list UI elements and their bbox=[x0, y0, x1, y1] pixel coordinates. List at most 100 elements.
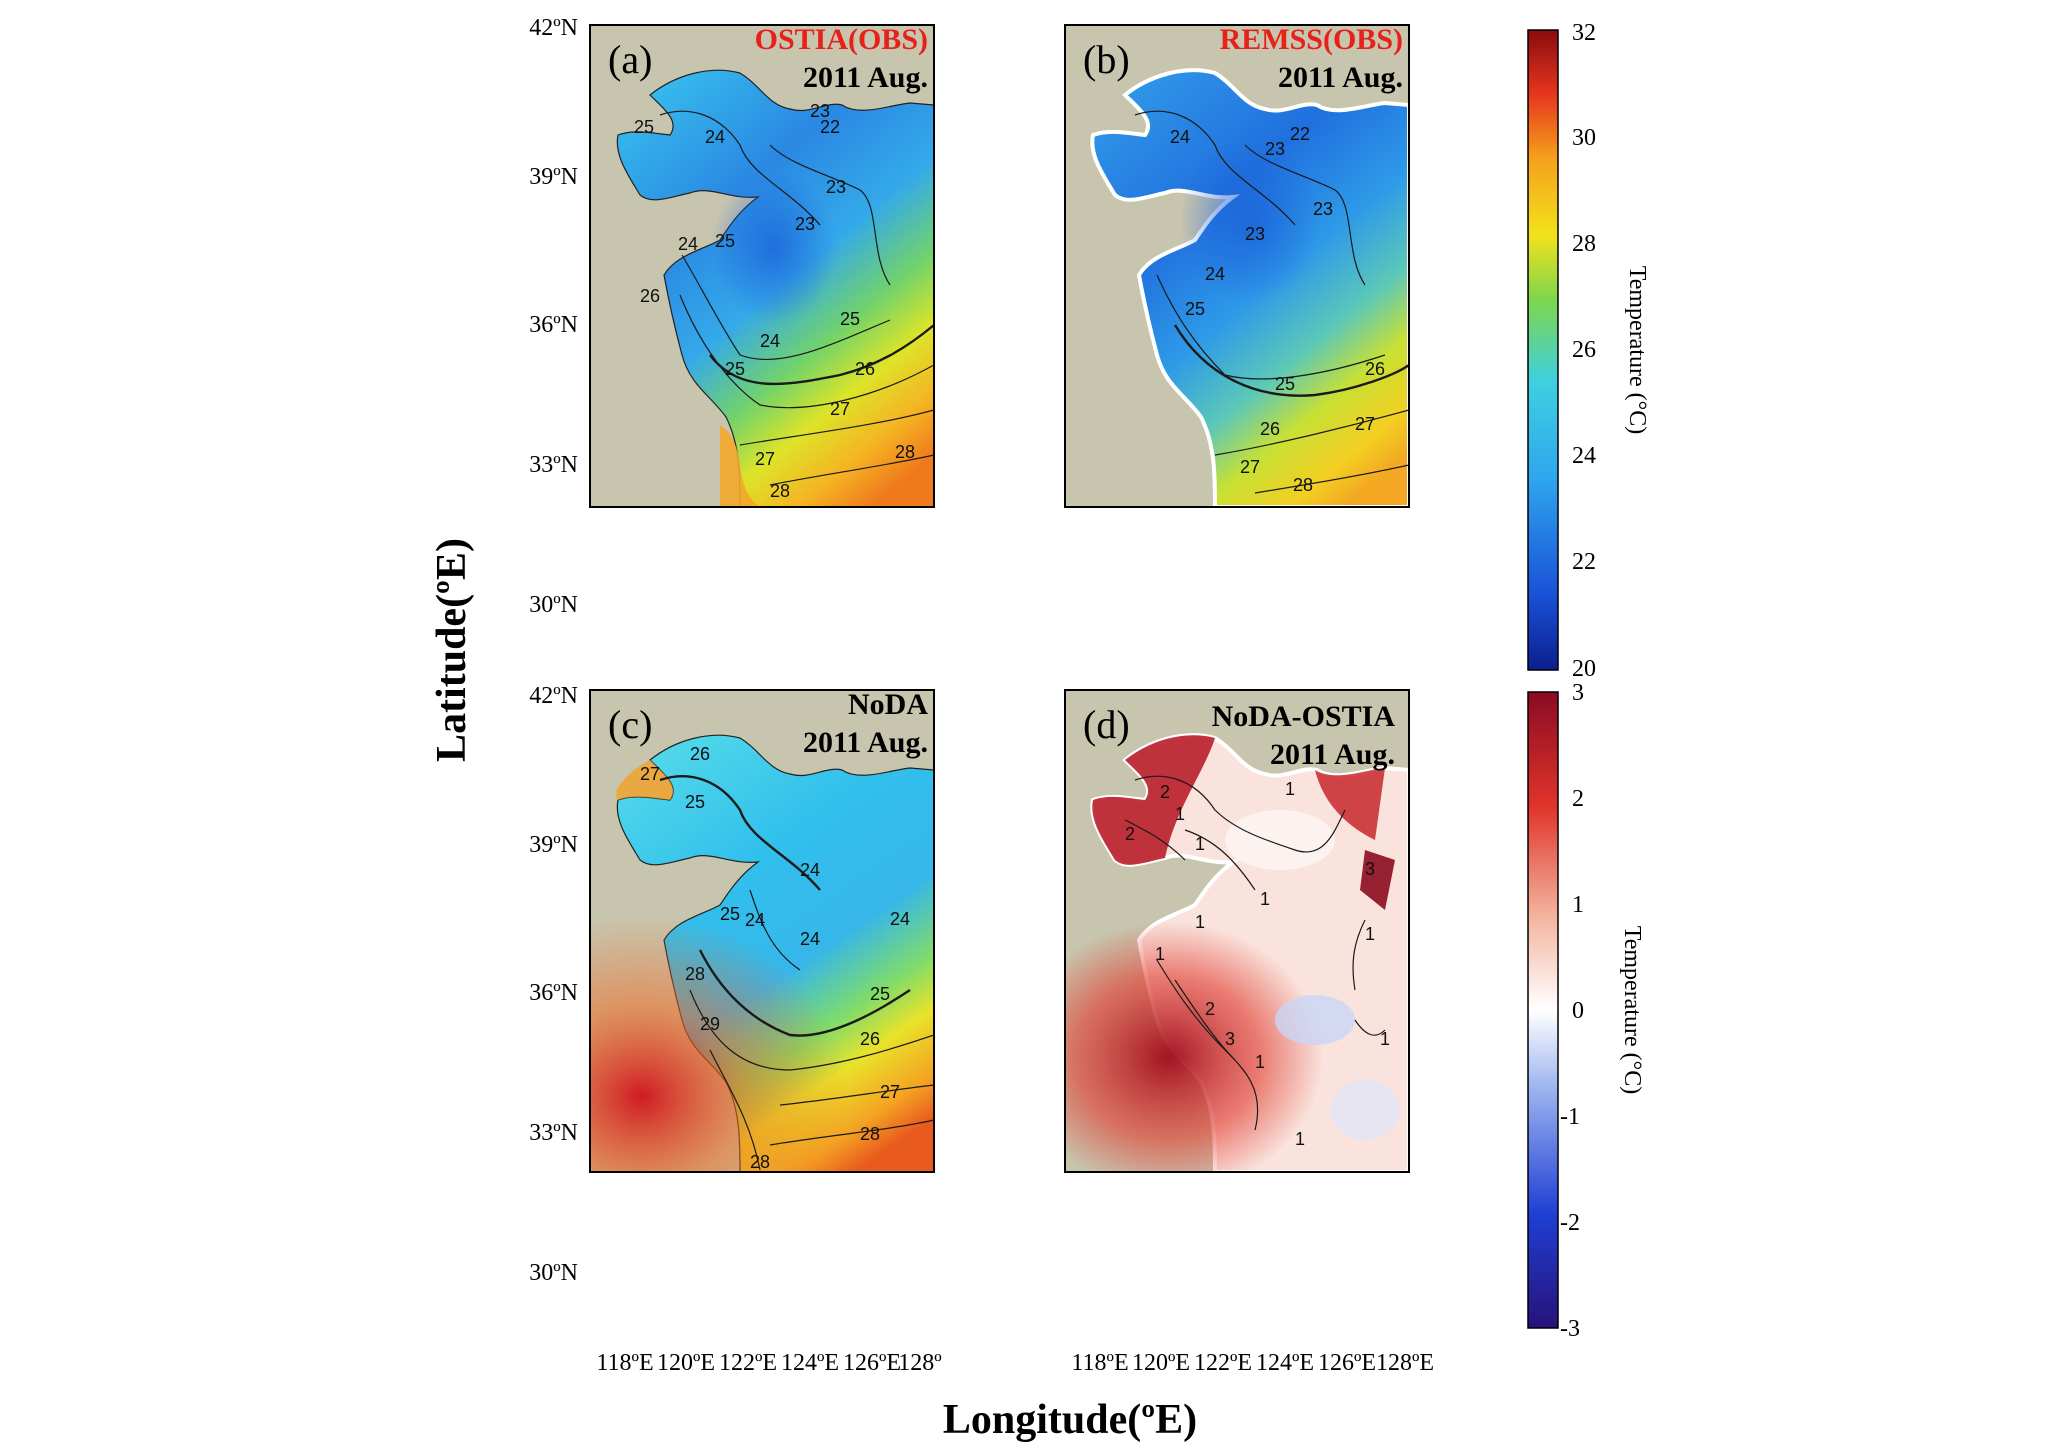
contour-label: 28 bbox=[895, 442, 915, 462]
contour-label: 24 bbox=[1205, 264, 1225, 284]
contour-label: 24 bbox=[760, 331, 780, 351]
contour-label: 23 bbox=[1245, 224, 1265, 244]
panel-letter: (c) bbox=[608, 702, 652, 747]
lon-tick: 120ºE bbox=[657, 1350, 715, 1376]
colorbar-gradient bbox=[1527, 29, 1559, 671]
contour-label: 1 bbox=[1285, 779, 1295, 799]
contour-label: 23 bbox=[1313, 199, 1333, 219]
panel-letter: (a) bbox=[608, 37, 652, 82]
contour-label: 27 bbox=[880, 1082, 900, 1102]
contour-label: 24 bbox=[745, 910, 765, 930]
contour-label: 27 bbox=[755, 449, 775, 469]
contour-label: 25 bbox=[1185, 299, 1205, 319]
contour-label: 22 bbox=[820, 117, 840, 137]
contour-label: 27 bbox=[640, 764, 660, 784]
contour-label: 23 bbox=[795, 214, 815, 234]
contour-label: 22 bbox=[1290, 124, 1310, 144]
colorbar-tick: 1 bbox=[1572, 892, 1584, 918]
contour-label: 25 bbox=[840, 309, 860, 329]
panel-date: 2011 Aug. bbox=[1270, 738, 1395, 771]
contour-label: 1 bbox=[1295, 1129, 1305, 1149]
contour-label: 25 bbox=[725, 359, 745, 379]
contour-label: 1 bbox=[1175, 804, 1185, 824]
colorbar-tick: 0 bbox=[1572, 998, 1584, 1024]
panel-date: 2011 Aug. bbox=[1278, 61, 1403, 94]
colorbar-tick: 20 bbox=[1572, 656, 1596, 682]
x-axis-title: Longitude(ºE) bbox=[942, 1397, 1198, 1443]
lat-tick: 33ºN bbox=[529, 1120, 578, 1146]
contour-label: 23 bbox=[826, 177, 846, 197]
contour-label: 25 bbox=[685, 792, 705, 812]
lon-tick: 128ºE bbox=[1376, 1350, 1434, 1376]
contour-label: 3 bbox=[1225, 1029, 1235, 1049]
lon-tick: 118ºE bbox=[596, 1350, 653, 1376]
panel-title: OSTIA(OBS) bbox=[755, 23, 928, 56]
contour-label: 24 bbox=[890, 909, 910, 929]
colorbar-tick: -1 bbox=[1560, 1104, 1580, 1130]
latitude-ticks-top: 42ºN 39ºN 36ºN 33ºN 30ºN bbox=[529, 15, 578, 618]
lon-tick: 118ºE bbox=[1071, 1350, 1128, 1376]
contour-label: 25 bbox=[715, 231, 735, 251]
contour-label: 26 bbox=[690, 744, 710, 764]
lon-tick: 122ºE bbox=[1194, 1350, 1252, 1376]
contour-label: 1 bbox=[1155, 944, 1165, 964]
lon-tick: 122ºE bbox=[719, 1350, 777, 1376]
panel-date: 2011 Aug. bbox=[803, 726, 928, 759]
lon-tick: 124ºE bbox=[1256, 1350, 1314, 1376]
colorbar-tick: 22 bbox=[1572, 549, 1596, 575]
contour-label: 25 bbox=[1275, 374, 1295, 394]
colorbar-label: Temperature (°C) bbox=[1624, 266, 1650, 435]
contour-label: 24 bbox=[1170, 127, 1190, 147]
lat-tick: 42ºN bbox=[529, 15, 578, 41]
panel-title: NoDA-OSTIA bbox=[1212, 700, 1396, 733]
panel-title: NoDA bbox=[848, 688, 928, 721]
lat-tick: 42ºN bbox=[529, 683, 578, 709]
colorbar-temperature: 32 30 28 26 24 22 20 Temperature (°C) bbox=[1527, 20, 1650, 682]
colorbar-gradient bbox=[1527, 691, 1559, 1329]
contour-label: 27 bbox=[830, 399, 850, 419]
panel-letter: (b) bbox=[1083, 37, 1130, 82]
contour-label: 28 bbox=[770, 481, 790, 501]
colorbar-tick: 32 bbox=[1572, 20, 1596, 46]
colorbar-tick: 30 bbox=[1572, 125, 1596, 151]
contour-label: 24 bbox=[800, 929, 820, 949]
contour-label: 26 bbox=[860, 1029, 880, 1049]
contour-label: 26 bbox=[855, 359, 875, 379]
contour-label: 1 bbox=[1365, 924, 1375, 944]
panel-d-noda-minus-ostia: (d) NoDA-OSTIA 2011 Aug. 2 2 1 1 1 1 3 1… bbox=[1064, 689, 1410, 1173]
contour-label: 27 bbox=[1355, 414, 1375, 434]
panel-letter: (d) bbox=[1083, 702, 1130, 747]
contour-label: 24 bbox=[705, 127, 725, 147]
panel-c-noda: (c) NoDA 2011 Aug. 24 24 24 24 25 25 25 … bbox=[589, 688, 935, 1173]
contour-label: 3 bbox=[1365, 859, 1375, 879]
contour-label: 26 bbox=[1260, 419, 1280, 439]
y-axis-title: Latitude(ºE) bbox=[429, 538, 475, 762]
colorbar-tick: -3 bbox=[1560, 1316, 1580, 1342]
panel-a-ostia: (a) OSTIA(OBS) 2011 Aug. 22 23 23 23 24 … bbox=[589, 23, 935, 508]
contour-label: 28 bbox=[1293, 475, 1313, 495]
colorbar-tick: 28 bbox=[1572, 231, 1596, 257]
contour-label: 1 bbox=[1260, 889, 1270, 909]
colorbar-label: Temperature (°C) bbox=[1619, 926, 1645, 1095]
lat-tick: 33ºN bbox=[529, 452, 578, 478]
panel-b-remss: (b) REMSS(OBS) 2011 Aug. 22 23 23 23 24 … bbox=[1064, 23, 1410, 508]
contour-label: 2 bbox=[1125, 824, 1135, 844]
contour-label: 28 bbox=[750, 1152, 770, 1172]
lat-tick: 39ºN bbox=[529, 164, 578, 190]
contour-label: 28 bbox=[860, 1124, 880, 1144]
lon-tick: 124ºE bbox=[781, 1350, 839, 1376]
colorbar-tick: 2 bbox=[1572, 786, 1584, 812]
contour-label: 1 bbox=[1195, 834, 1205, 854]
panel-date: 2011 Aug. bbox=[803, 61, 928, 94]
longitude-ticks-c: 118ºE 120ºE 122ºE 124ºE 126ºE 128º bbox=[596, 1350, 942, 1376]
lon-tick: 126ºE bbox=[843, 1350, 901, 1376]
panel-title: REMSS(OBS) bbox=[1220, 23, 1403, 56]
colorbar-tick: 26 bbox=[1572, 337, 1596, 363]
contour-label: 26 bbox=[1365, 359, 1385, 379]
contour-label: 25 bbox=[870, 984, 890, 1004]
contour-label: 29 bbox=[700, 1014, 720, 1034]
contour-label: 1 bbox=[1255, 1052, 1265, 1072]
lat-tick: 36ºN bbox=[529, 312, 578, 338]
colorbar-difference: 3 2 1 0 -1 -2 -3 Temperature (°C) bbox=[1527, 680, 1645, 1342]
